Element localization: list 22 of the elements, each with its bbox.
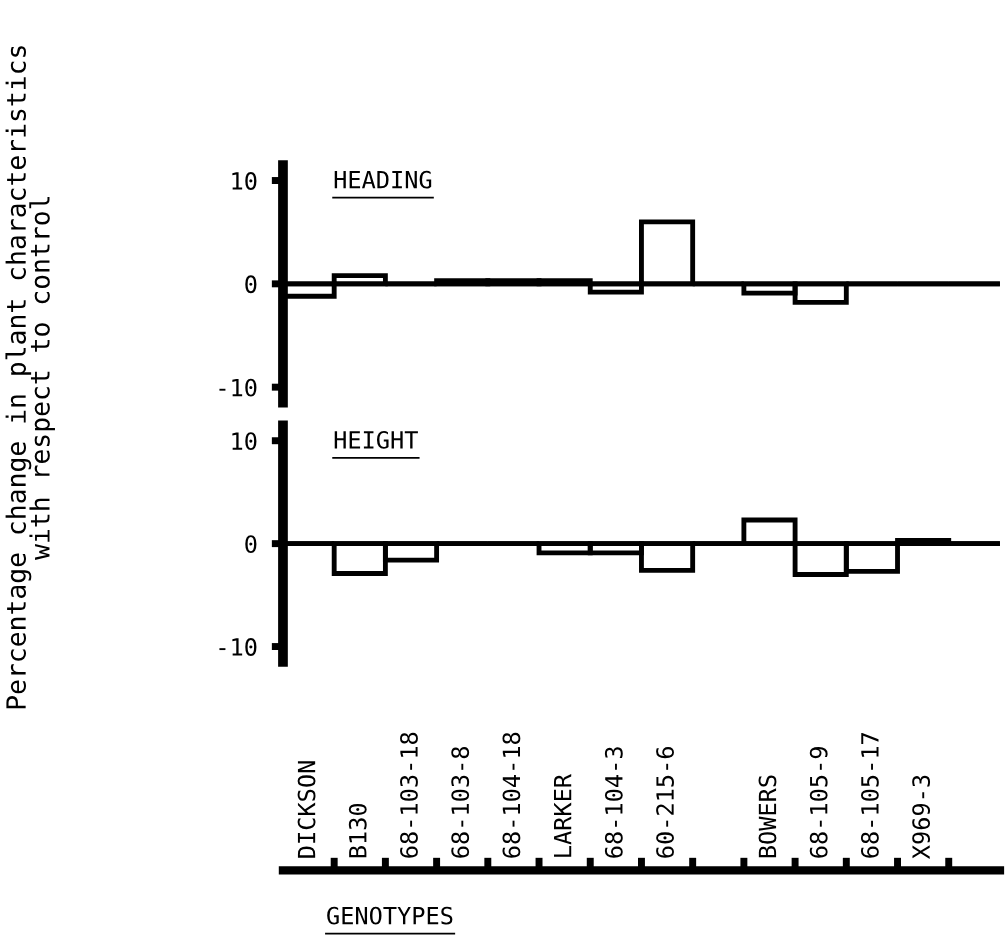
x-tick-label: 60-215-6 <box>656 747 674 858</box>
x-tick-label: 68-105-17 <box>860 733 879 858</box>
x-tick-label: 68-104-3 <box>604 747 623 858</box>
x-tick-label: BOWERS <box>758 775 777 858</box>
x-axis-title: GENOTYPES <box>327 906 453 925</box>
y-tick-label: -10 <box>219 638 257 656</box>
x-tick-label: 68-104-18 <box>502 732 521 858</box>
chart-title: HEIGHT <box>334 430 418 449</box>
x-tick-label: DICKSON <box>297 761 316 858</box>
y-tick-label: 0 <box>245 275 257 294</box>
x-tick-label: LARKER <box>554 773 572 857</box>
x-tick-label: B130 <box>348 803 367 858</box>
x-tick-label: 68-103-8 <box>451 747 470 858</box>
chart-title: HEADING <box>334 170 432 189</box>
y-tick-label: -10 <box>219 378 257 397</box>
x-tick-label: X969-3 <box>912 775 931 859</box>
y-tick-label: 10 <box>232 432 257 451</box>
y-axis-title: Percentage change in plant characteristics with respect to control <box>5 46 55 709</box>
x-tick-label: 68-103-18 <box>400 732 418 858</box>
y-tick-label: 10 <box>232 172 257 190</box>
x-tick-label: 68-105-9 <box>809 747 828 858</box>
y-tick-label: 0 <box>245 535 257 554</box>
